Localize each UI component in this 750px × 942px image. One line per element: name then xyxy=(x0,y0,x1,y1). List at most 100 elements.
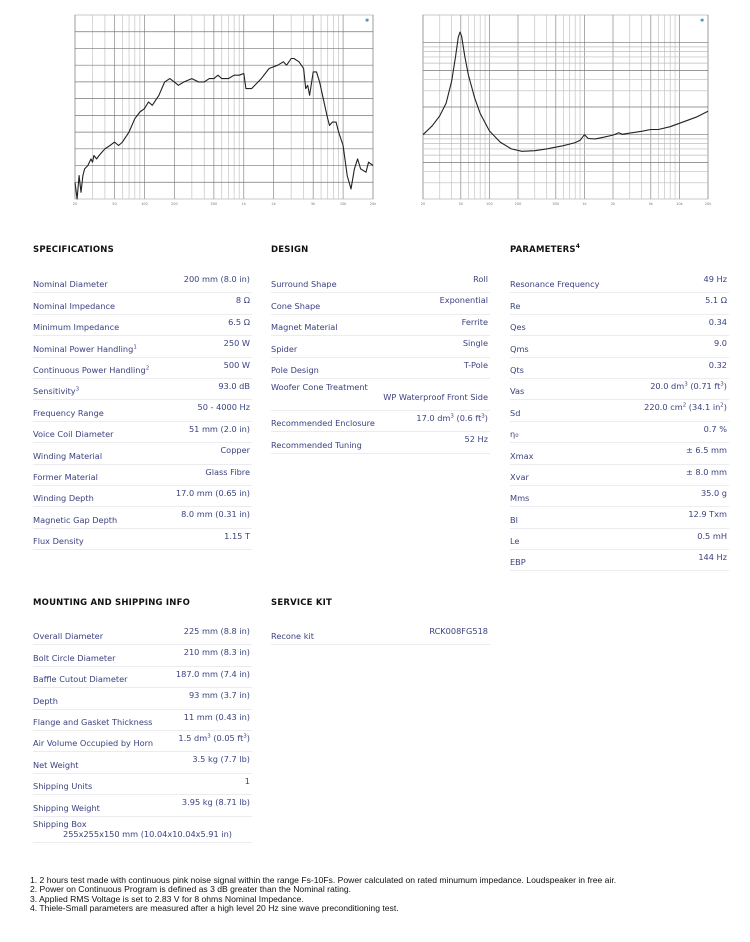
unit-exponent: 3 xyxy=(481,413,485,420)
spec-value-text: 20.0 dm xyxy=(650,380,685,391)
spec-value-text: 210 mm (8.3 in) xyxy=(183,647,250,658)
spec-label-text: Flange and Gasket Thickness xyxy=(33,716,153,727)
x-tick-label: 20 xyxy=(73,202,77,206)
x-tick-label: 1k xyxy=(242,202,247,206)
spec-row: Sd 220.0 cm2 (34.1 in2) xyxy=(510,400,729,422)
spec-value-text: 93 mm (3.7 in) xyxy=(188,690,250,701)
spec-value-text: 6.5 Ω xyxy=(228,316,250,327)
impedance-chart: 20 50 100 200 500 1k 2k 5k 10k 20k ✱ xyxy=(421,14,712,206)
spec-value-text: 144 Hz xyxy=(698,552,727,563)
x-tick-label: 50 xyxy=(112,202,116,206)
spec-value: 3.5 kg (7.7 lb) xyxy=(192,754,250,764)
spec-label: Magnet Material xyxy=(271,322,338,332)
spec-value: 1.15 T xyxy=(224,531,250,541)
spec-value-text: 500 W xyxy=(223,359,250,370)
spec-label: Surround Shape xyxy=(271,279,337,289)
spec-value-text: WP Waterproof Front Side xyxy=(383,391,488,402)
spec-label: Nominal Diameter xyxy=(33,279,108,289)
spec-label: Nominal Power Handling1 xyxy=(33,344,137,354)
spec-value: 200 mm (8.0 in) xyxy=(184,274,250,284)
specifications-title: SPECIFICATIONS xyxy=(33,245,114,255)
spec-value: 210 mm (8.3 in) xyxy=(184,647,250,657)
spec-value-close: ) xyxy=(484,412,488,423)
spec-value: 9.0 xyxy=(714,338,727,348)
spec-label: Qes xyxy=(510,322,526,332)
spec-value-alt: (0.6 ft xyxy=(453,412,482,423)
footnote-ref: 1 xyxy=(133,343,137,350)
spec-label: Qms xyxy=(510,344,529,354)
design-title: DESIGN xyxy=(271,245,309,255)
spec-value-text: 1.15 T xyxy=(224,530,250,541)
spec-value-text: ± 6.5 mm xyxy=(685,445,727,456)
spec-row: Shipping Units 1 xyxy=(33,774,252,796)
spec-label: Winding Material xyxy=(33,451,102,461)
spec-value-text: 8 Ω xyxy=(235,295,250,306)
spec-label-text: Shipping Box xyxy=(33,818,87,829)
spec-row: Baffle Cutout Diameter 187.0 mm (7.4 in) xyxy=(33,667,252,689)
spec-label: Sensitivity3 xyxy=(33,386,79,396)
spec-label: Minimum Impedance xyxy=(33,322,119,332)
spec-value-text: 52 Hz xyxy=(464,434,488,445)
spec-row: Net Weight 3.5 kg (7.7 lb) xyxy=(33,752,252,774)
spec-label: Shipping Weight xyxy=(33,803,100,813)
spec-label-text: Magnet Material xyxy=(271,322,338,333)
spec-value-text: 9.0 xyxy=(713,338,727,349)
spec-value-text: 220.0 cm xyxy=(644,402,683,413)
spec-label-text: Overall Diameter xyxy=(33,631,104,642)
spec-label: Re xyxy=(510,301,520,311)
spec-row: Frequency Range 50 - 4000 Hz xyxy=(33,400,252,422)
spec-value: Single xyxy=(463,338,488,348)
spec-value-text: Single xyxy=(462,338,488,349)
spec-value: 51 mm (2.0 in) xyxy=(189,424,250,434)
spec-value: 49 Hz xyxy=(704,274,727,284)
spec-value-alt: (0.05 ft xyxy=(210,732,244,743)
spec-label-text: Surround Shape xyxy=(271,279,337,290)
spec-row: Qes 0.34 xyxy=(510,315,729,337)
spec-row: Bolt Circle Diameter 210 mm (8.3 in) xyxy=(33,645,252,667)
spec-row: Winding Material Copper xyxy=(33,443,252,465)
spec-label: Nominal Impedance xyxy=(33,301,115,311)
spec-value-text: ± 8.0 mm xyxy=(685,466,727,477)
brand-logo-mark: ✱ xyxy=(700,18,705,24)
spec-value: 500 W xyxy=(224,360,250,370)
x-tick-label: 50 xyxy=(459,202,463,206)
spec-label: Recommended Tuning xyxy=(271,440,362,450)
spec-value: 20.0 dm3 (0.71 ft3) xyxy=(650,381,727,391)
brand-logo-mark: ✱ xyxy=(365,18,370,24)
spec-value-text: 225 mm (8.8 in) xyxy=(183,626,250,636)
data-line xyxy=(74,57,374,200)
x-tick-label: 100 xyxy=(141,202,148,206)
spec-value: 0.34 xyxy=(709,317,727,327)
spec-value-text: 0.32 xyxy=(708,359,727,370)
spec-label-text: Nominal Diameter xyxy=(33,279,108,290)
footnote-ref: 4 xyxy=(575,243,581,251)
spec-label-text: Cone Shape xyxy=(271,300,321,311)
spec-value: 12.9 Txm xyxy=(688,509,727,519)
spec-value-text: 93.0 dB xyxy=(218,380,250,391)
spec-label-text: Depth xyxy=(33,695,58,706)
spec-label: Bl xyxy=(510,515,518,525)
spec-label: Recommended Enclosure xyxy=(271,418,375,428)
spec-label-text: Re xyxy=(510,300,521,311)
spec-value: Exponential xyxy=(440,295,488,305)
spec-value-text: 49 Hz xyxy=(703,274,727,284)
spec-row: Shipping Weight 3.95 kg (8.71 lb) xyxy=(33,795,252,817)
spec-value-text: 1 xyxy=(244,775,250,786)
x-tick-label: 10k xyxy=(676,202,683,206)
spec-row: Flux Density 1.15 T xyxy=(33,529,252,551)
spec-label-text: Winding Depth xyxy=(33,493,94,504)
spec-value-text: 11 mm (0.43 in) xyxy=(183,711,250,722)
x-tick-label: 500 xyxy=(211,202,218,206)
spec-value-text: 51 mm (2.0 in) xyxy=(188,423,250,434)
spec-label: Flange and Gasket Thickness xyxy=(33,717,152,727)
spec-row: Le 0.5 mH xyxy=(510,529,729,551)
spec-value: 255x255x150 mm (10.04x10.04x5.91 in) xyxy=(63,829,232,839)
unit-exponent: 2 xyxy=(682,402,687,409)
spec-value: 1.5 dm3 (0.05 ft3) xyxy=(178,733,250,743)
spec-value: 220.0 cm2 (34.1 in2) xyxy=(644,402,727,412)
spec-label-text: Qms xyxy=(510,343,529,354)
spec-label-text: Sd xyxy=(510,407,521,418)
spec-label: Cone Shape xyxy=(271,301,320,311)
spec-label-text: Qes xyxy=(510,322,526,333)
spec-row: EBP 144 Hz xyxy=(510,550,729,572)
